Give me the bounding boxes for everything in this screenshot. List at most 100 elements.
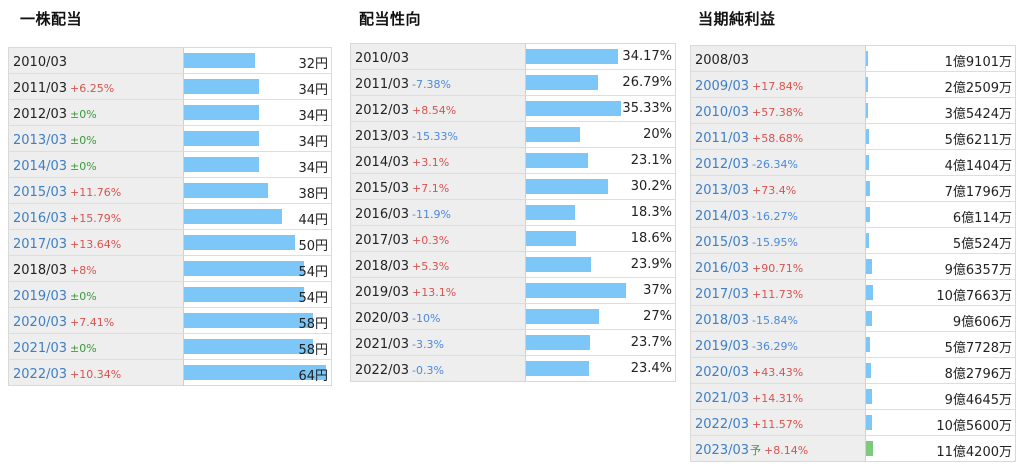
change-rate: -15.33% [412,130,458,143]
year-link[interactable]: 2015/03 [13,185,68,200]
bar-cell: 34円 [183,125,332,152]
bar-cell: 50円 [183,229,332,256]
table-row: 2021/03 -3.3% 23.7% [350,329,676,356]
value-bar [183,339,313,354]
table-row: 2018/03 +5.3% 23.9% [350,251,676,278]
year-link[interactable]: 2009/03 [695,79,750,94]
year-cell: 2018/03 +5.3% [350,251,526,278]
payout-table: 2010/03 34.17% 2011/03 -7.38% 26.79% 2012/03 +… [350,43,676,382]
value-bar [525,335,590,350]
year-label: 2018/03 [13,263,68,278]
year-link[interactable]: 2019/03 [695,339,750,354]
value-bar [525,361,589,376]
value-bar [865,77,868,92]
year-link[interactable]: 2019/03 [13,289,68,304]
change-rate: +15.79% [70,212,122,225]
value-label: 9億6357万 [944,263,1012,278]
bar-cell: 7億1796万 [865,175,1016,202]
year-cell: 2017/03 +11.73% [690,279,866,306]
value-bar [525,283,626,298]
table-row: 2015/03 -15.95% 5億524万 [690,227,1016,254]
year-link[interactable]: 2020/03 [695,365,750,380]
value-label: 34円 [298,135,328,150]
value-label: 34.17% [622,49,672,64]
year-label: 2015/03 [355,181,410,196]
year-cell: 2011/03 +58.68% [690,123,866,150]
value-bar [865,129,869,144]
change-rate: +3.1% [412,156,450,169]
year-link[interactable]: 2021/03 [13,341,68,356]
table-row: 2020/03 -10% 27% [350,303,676,330]
bar-cell: 23.1% [525,147,676,174]
year-link[interactable]: 2013/03 [13,133,68,148]
table-row: 2021/03 +14.31% 9億4645万 [690,383,1016,410]
year-label: 2013/03 [355,129,410,144]
year-link[interactable]: 2017/03 [695,287,750,302]
year-label: 2019/03 [355,285,410,300]
year-cell: 2016/03 -11.9% [350,199,526,226]
year-link[interactable]: 2015/03 [695,235,750,250]
year-link[interactable]: 2020/03 [13,315,68,330]
bar-cell: 34円 [183,151,332,178]
table-row: 2014/03 +3.1% 23.1% [350,147,676,174]
bar-cell: 18.6% [525,225,676,252]
year-cell: 2021/03 +14.31% [690,383,866,410]
value-label: 20% [643,127,672,142]
change-rate: +13.1% [412,286,457,299]
change-rate: +57.38% [752,106,804,119]
change-rate: -16.27% [752,210,798,223]
value-label: 54円 [298,291,328,306]
change-rate: +11.57% [752,418,804,431]
value-label: 5億524万 [952,237,1012,252]
year-link[interactable]: 2016/03 [695,261,750,276]
year-link[interactable]: 2011/03 [695,131,750,146]
change-rate: +58.68% [752,132,804,145]
table-row: 2019/03 ±0% 54円 [8,281,332,308]
year-label: 2010/03 [13,55,68,70]
year-link[interactable]: 2016/03 [13,211,68,226]
bar-cell: 4億1404万 [865,149,1016,176]
year-link[interactable]: 2018/03 [695,313,750,328]
bar-cell: 2億2509万 [865,71,1016,98]
change-rate: -3.3% [412,338,444,351]
year-link[interactable]: 2012/03 [695,157,750,172]
year-cell: 2017/03 +13.64% [8,229,184,256]
value-bar [183,53,255,68]
value-label: 5億6211万 [944,133,1012,148]
bar-cell: 37% [525,277,676,304]
year-link[interactable]: 2010/03 [695,105,750,120]
value-label: 38円 [298,187,328,202]
table-row: 2013/03 -15.33% 20% [350,121,676,148]
value-label: 7億1796万 [944,185,1012,200]
year-link[interactable]: 2022/03 [695,417,750,432]
year-link[interactable]: 2017/03 [13,237,68,252]
bar-cell: 20% [525,121,676,148]
year-link[interactable]: 2014/03 [695,209,750,224]
year-cell: 2022/03 +10.34% [8,359,184,386]
value-label: 23.4% [630,361,672,376]
year-link[interactable]: 2013/03 [695,183,750,198]
year-cell: 2013/03 ±0% [8,125,184,152]
table-row: 2018/03 +8% 54円 [8,255,332,282]
value-label: 3億5424万 [944,107,1012,122]
value-bar [865,363,871,378]
change-rate: -11.9% [412,208,451,221]
value-label: 26.79% [622,75,672,90]
year-label: 2010/03 [355,51,410,66]
year-link[interactable]: 2023/03 [695,443,750,458]
value-bar [525,179,608,194]
bar-cell: 64円 [183,360,331,386]
year-cell: 2009/03 +17.84% [690,71,866,98]
year-link[interactable]: 2014/03 [13,159,68,174]
bar-cell: 34.17% [525,43,676,70]
value-bar [183,365,326,380]
year-cell: 2017/03 +0.3% [350,225,526,252]
change-rate: -36.29% [752,340,798,353]
net-income-table: 2008/03 1億9101万 2009/03 +17.84% 2億2509万 2010/… [690,45,1016,462]
table-row: 2022/03 +10.34% 64円 [8,359,332,386]
value-bar [865,259,872,274]
year-link[interactable]: 2022/03 [13,367,68,382]
value-bar [525,257,591,272]
value-bar [865,389,872,404]
year-link[interactable]: 2021/03 [695,391,750,406]
